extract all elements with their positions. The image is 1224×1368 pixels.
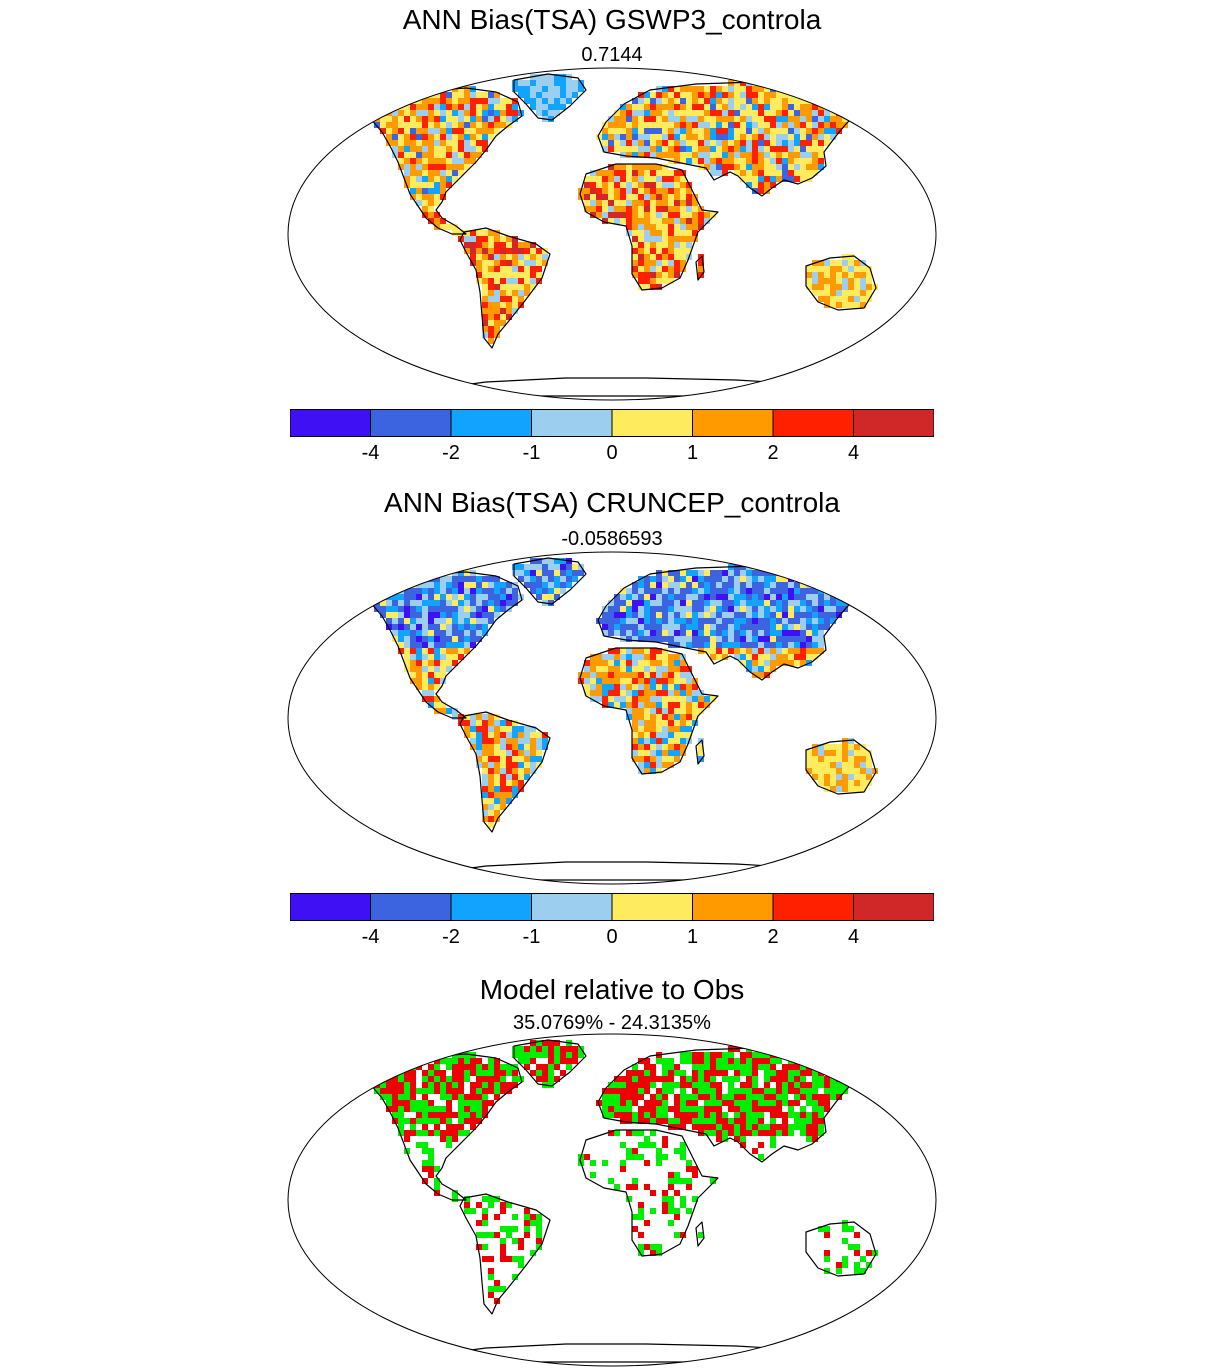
panel2-bias-map (287, 551, 937, 885)
panel2-title: ANN Bias(TSA) CRUNCEP_controla (384, 487, 840, 518)
panel1-title: ANN Bias(TSA) GSWP3_controla (402, 4, 822, 35)
colorbar-swatch (853, 409, 934, 437)
colorbar-swatch (692, 409, 774, 437)
panel1-bias-map (287, 67, 937, 401)
colorbar-swatch (692, 893, 774, 921)
colorbar-swatch (611, 893, 693, 921)
panel2-colorbar (290, 893, 934, 921)
colorbar-swatch (370, 409, 452, 437)
panel1-colorbar-labels: -4 -2 -1 0 1 2 4 (290, 443, 934, 467)
cb-tick-label: 2 (767, 442, 779, 464)
panel3-percentages: 35.0769% - 24.3135% (513, 1012, 711, 1034)
cb-tick-label: 4 (847, 442, 860, 464)
colorbar-swatch (772, 409, 854, 437)
panel2-global-mean: -0.0586593 (561, 528, 663, 550)
colorbar-swatch (853, 893, 934, 921)
cb-tick-label: 1 (686, 926, 699, 948)
cb-tick-label: 4 (847, 926, 860, 948)
panel2-colorbar-labels: -4 -2 -1 0 1 2 4 (290, 927, 934, 951)
panel3-title: Model relative to Obs (479, 974, 745, 1005)
panel1-colorbar (290, 409, 934, 437)
cb-tick-label: -2 (442, 926, 460, 948)
cb-tick-label: -4 (361, 926, 380, 948)
colorbar-swatch (450, 893, 532, 921)
colorbar-swatch (531, 409, 613, 437)
cb-tick-label: -4 (361, 442, 380, 464)
colorbar-swatch (772, 893, 854, 921)
panel3-relative-map (287, 1033, 937, 1367)
colorbar-swatch (290, 893, 371, 921)
colorbar-swatch (611, 409, 693, 437)
colorbar-swatch (370, 893, 452, 921)
panel1-global-mean: 0.7144 (581, 44, 643, 66)
cb-tick-label: 0 (606, 926, 618, 948)
cb-tick-label: 1 (686, 442, 699, 464)
colorbar-swatch (290, 409, 371, 437)
colorbar-swatch (450, 409, 532, 437)
colorbar-swatch (531, 893, 613, 921)
cb-tick-label: -2 (442, 442, 460, 464)
cb-tick-label: -1 (522, 926, 541, 948)
cb-tick-label: -1 (522, 442, 541, 464)
cb-tick-label: 0 (606, 442, 618, 464)
cb-tick-label: 2 (767, 926, 779, 948)
